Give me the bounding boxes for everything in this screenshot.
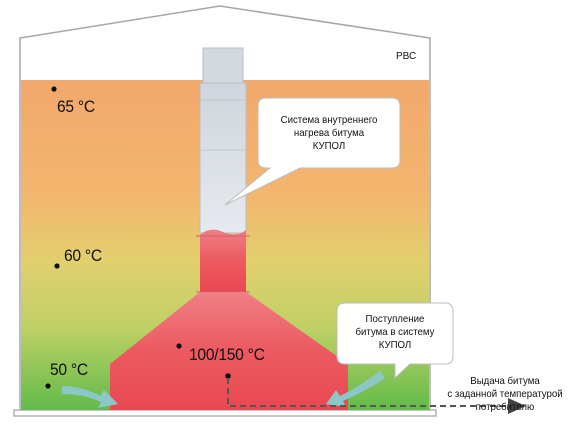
output-label: Выдача битума с заданной температурой по… xyxy=(430,375,580,414)
inflow-arrow-right xyxy=(326,371,385,407)
inflow-arrow-left xyxy=(62,386,118,408)
temp-point-dome xyxy=(176,343,182,349)
system-callout-line-3: КУПОЛ xyxy=(312,140,346,152)
temp-label-dome: 100/150 °C xyxy=(189,345,265,364)
temp-label-top: 65 °C xyxy=(57,97,95,116)
outlet-point xyxy=(225,373,231,379)
inflow-callout-line-3: КУПОЛ xyxy=(378,339,412,351)
temp-point-bottom xyxy=(45,383,51,389)
inflow-callout-line-2: битума в систему xyxy=(355,326,435,338)
column-upper xyxy=(199,82,247,234)
tank-base xyxy=(13,409,437,417)
output-label-line-1: Выдача битума xyxy=(470,375,540,387)
temp-label-bottom: 50 °C xyxy=(50,360,88,379)
inflow-callout-text: Поступление битума в систему КУПОЛ xyxy=(339,313,451,352)
system-callout xyxy=(224,97,401,206)
temp-point-top xyxy=(51,86,57,92)
system-callout-text: Система внутреннего нагрева битума КУПОЛ xyxy=(262,114,396,153)
output-arrow xyxy=(227,378,526,414)
system-callout-line-2: нагрева битума xyxy=(293,127,365,139)
temp-point-middle xyxy=(54,263,60,269)
tank-label: РВС xyxy=(396,51,417,62)
system-callout-line-1: Система внутреннего xyxy=(280,114,378,126)
temp-label-middle: 60 °C xyxy=(64,246,102,265)
heating-column xyxy=(110,47,348,410)
output-label-line-3: потребителю xyxy=(475,401,535,413)
column-red-section xyxy=(200,229,246,292)
column-top-pipe xyxy=(202,47,244,84)
dome-cone xyxy=(110,292,348,410)
output-label-line-2: с заданной температурой xyxy=(447,388,563,400)
inflow-callout xyxy=(336,302,454,380)
inflow-callout-line-1: Поступление xyxy=(365,313,425,325)
